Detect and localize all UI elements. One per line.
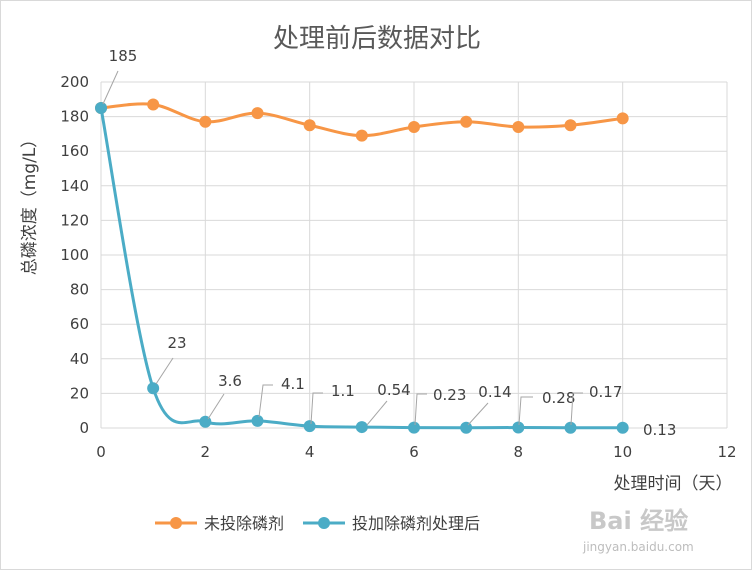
data-label-8: 0.28 xyxy=(542,389,575,407)
legend: 未投除磷剂 投加除磷剂处理后 xyxy=(155,514,480,533)
data-label-leader-8 xyxy=(518,396,533,426)
y-axis-ticks: 0 20 40 60 80 100 120 140 160 180 200 xyxy=(60,73,89,437)
y-axis-title: 总磷浓度（mg/L） xyxy=(20,131,40,276)
y-tick-label: 100 xyxy=(60,246,89,264)
data-label-leader-6 xyxy=(414,393,427,426)
series-1-point-8 xyxy=(512,120,525,133)
x-axis-ticks: 0 2 4 6 8 10 12 xyxy=(96,443,736,461)
chart-title: 处理前后数据对比 xyxy=(273,24,481,54)
data-label-leader-4 xyxy=(310,392,323,425)
data-label-leader-5 xyxy=(366,400,388,426)
data-label-6: 0.23 xyxy=(433,386,466,404)
series-1-point-6 xyxy=(408,120,420,133)
series-2-line xyxy=(99,107,623,430)
series-2-point-3 xyxy=(251,414,264,427)
y-tick-label: 120 xyxy=(60,211,89,229)
grid-lines xyxy=(100,81,728,429)
series-1-point-10 xyxy=(616,112,629,125)
x-tick-label: 6 xyxy=(409,443,419,461)
data-label-leader-7 xyxy=(467,402,489,426)
data-label-leader-1 xyxy=(155,357,174,385)
x-tick-label: 12 xyxy=(717,443,736,461)
series-2-point-9 xyxy=(564,421,577,434)
series-2-point-4 xyxy=(303,420,316,433)
x-tick-label: 4 xyxy=(305,443,315,461)
series-1-point-3 xyxy=(251,107,264,120)
y-tick-label: 20 xyxy=(70,384,89,402)
x-axis-title: 处理时间（天） xyxy=(614,474,733,494)
y-tick-label: 140 xyxy=(60,177,89,195)
data-label-4: 1.1 xyxy=(331,382,355,400)
legend-swatch-marker-series-2 xyxy=(318,517,330,529)
data-label-9: 0.17 xyxy=(589,383,622,401)
y-tick-label: 60 xyxy=(70,315,89,333)
series-2-point-1 xyxy=(147,382,160,395)
data-label-3: 4.1 xyxy=(281,375,305,393)
series-1-point-7 xyxy=(460,115,473,128)
series-2-point-10 xyxy=(616,421,629,434)
data-label-leader-9 xyxy=(570,392,583,426)
series-1-point-2 xyxy=(199,115,212,128)
x-tick-label: 10 xyxy=(613,443,632,461)
data-label-7: 0.14 xyxy=(478,383,511,401)
data-label-leader-0 xyxy=(102,70,119,105)
data-label-10: 0.13 xyxy=(643,421,676,439)
series-1-point-4 xyxy=(303,119,316,132)
series-2-point-2 xyxy=(199,415,212,428)
y-tick-label: 0 xyxy=(79,419,89,437)
y-tick-label: 160 xyxy=(60,142,89,160)
series-2-point-8 xyxy=(512,421,525,434)
data-label-leader-2 xyxy=(207,393,225,420)
data-labels: 185 23 3.6 4.1 1.1 0.54 0.23 0.14 0.28 0.17 0.13 xyxy=(102,47,676,439)
y-tick-label: 200 xyxy=(60,73,89,91)
y-tick-label: 80 xyxy=(70,281,89,299)
series-2-point-5 xyxy=(355,421,368,434)
series-2-point-6 xyxy=(408,421,420,434)
watermark-url: jingyan.baidu.com xyxy=(582,540,694,554)
data-label-0: 185 xyxy=(109,47,138,65)
data-label-2: 3.6 xyxy=(218,372,242,390)
data-label-1: 23 xyxy=(167,334,186,352)
legend-swatch-marker-series-1 xyxy=(170,517,182,529)
data-label-leader-3 xyxy=(258,384,273,418)
series-1-point-9 xyxy=(564,119,577,132)
legend-label-series-1: 未投除磷剂 xyxy=(204,514,284,533)
legend-label-series-2: 投加除磷剂处理后 xyxy=(352,514,480,533)
series-1-point-5 xyxy=(355,129,368,142)
y-tick-label: 40 xyxy=(70,350,89,368)
watermark-brand: Bai 经验 xyxy=(589,507,688,535)
series-layer xyxy=(95,98,629,434)
series-2-point-7 xyxy=(460,421,473,434)
x-tick-label: 2 xyxy=(201,443,211,461)
series-1-point-1 xyxy=(147,98,160,111)
x-tick-label: 8 xyxy=(514,443,524,461)
x-tick-label: 0 xyxy=(96,443,106,461)
y-tick-label: 180 xyxy=(60,108,89,126)
watermark: Bai 经验 jingyan.baidu.com xyxy=(582,507,694,554)
data-label-5: 0.54 xyxy=(377,381,410,399)
series-2-point-0 xyxy=(95,101,107,114)
